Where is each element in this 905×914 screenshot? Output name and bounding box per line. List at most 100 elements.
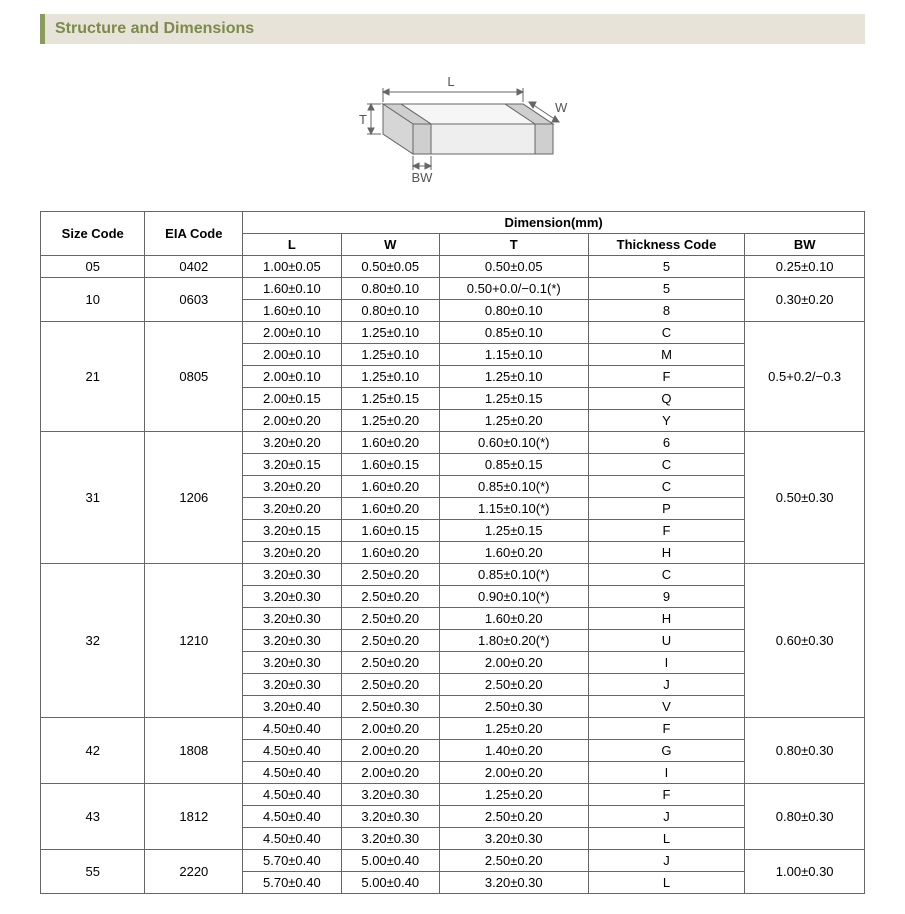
cell-T: 3.20±0.30	[439, 872, 588, 894]
cell-L: 2.00±0.10	[243, 322, 341, 344]
cell-L: 3.20±0.20	[243, 498, 341, 520]
cell-BW: 0.5+0.2/−0.3	[745, 322, 865, 432]
cell-L: 4.50±0.40	[243, 718, 341, 740]
cell-eia-code: 1812	[145, 784, 243, 850]
table-row: 0504021.00±0.050.50±0.050.50±0.0550.25±0…	[41, 256, 865, 278]
cell-T: 0.80±0.10	[439, 300, 588, 322]
cell-eia-code: 0805	[145, 322, 243, 432]
cell-TC: C	[588, 564, 745, 586]
cell-TC: J	[588, 806, 745, 828]
table-row: 2108052.00±0.101.25±0.100.85±0.10C0.5+0.…	[41, 322, 865, 344]
cell-eia-code: 0402	[145, 256, 243, 278]
cell-size-code: 10	[41, 278, 145, 322]
cell-TC: F	[588, 366, 745, 388]
cell-W: 2.50±0.20	[341, 564, 439, 586]
cell-T: 1.25±0.20	[439, 410, 588, 432]
dim-label-W: W	[555, 100, 568, 115]
cell-W: 2.00±0.20	[341, 740, 439, 762]
cell-W: 3.20±0.30	[341, 784, 439, 806]
cell-TC: F	[588, 718, 745, 740]
cell-TC: J	[588, 674, 745, 696]
cell-TC: M	[588, 344, 745, 366]
table-header-row-1: Size Code EIA Code Dimension(mm)	[41, 212, 865, 234]
cell-size-code: 42	[41, 718, 145, 784]
cell-TC: P	[588, 498, 745, 520]
cell-L: 3.20±0.15	[243, 520, 341, 542]
cell-T: 0.60±0.10(*)	[439, 432, 588, 454]
cell-W: 2.50±0.30	[341, 696, 439, 718]
cell-L: 4.50±0.40	[243, 740, 341, 762]
cell-W: 1.25±0.15	[341, 388, 439, 410]
cell-W: 1.25±0.10	[341, 322, 439, 344]
cell-TC: V	[588, 696, 745, 718]
cell-TC: Y	[588, 410, 745, 432]
cell-TC: C	[588, 322, 745, 344]
col-dimension-group: Dimension(mm)	[243, 212, 865, 234]
cell-T: 0.85±0.15	[439, 454, 588, 476]
cell-W: 2.50±0.20	[341, 586, 439, 608]
cell-W: 1.60±0.20	[341, 498, 439, 520]
cell-W: 1.60±0.15	[341, 454, 439, 476]
cell-eia-code: 2220	[145, 850, 243, 894]
cell-TC: 8	[588, 300, 745, 322]
cell-size-code: 05	[41, 256, 145, 278]
cell-T: 1.15±0.10(*)	[439, 498, 588, 520]
cell-W: 2.00±0.20	[341, 718, 439, 740]
cell-L: 2.00±0.20	[243, 410, 341, 432]
cell-L: 3.20±0.30	[243, 564, 341, 586]
cell-T: 1.15±0.10	[439, 344, 588, 366]
cell-W: 0.80±0.10	[341, 300, 439, 322]
cell-W: 1.25±0.10	[341, 344, 439, 366]
cell-TC: Q	[588, 388, 745, 410]
cell-size-code: 55	[41, 850, 145, 894]
cell-T: 0.50±0.05	[439, 256, 588, 278]
dim-label-L: L	[447, 74, 454, 89]
cell-eia-code: 1210	[145, 564, 243, 718]
cell-TC: H	[588, 542, 745, 564]
cell-L: 3.20±0.30	[243, 652, 341, 674]
col-eia-code: EIA Code	[145, 212, 243, 256]
cell-L: 4.50±0.40	[243, 806, 341, 828]
cell-W: 1.60±0.15	[341, 520, 439, 542]
dim-label-T: T	[359, 112, 367, 127]
table-row: 4218084.50±0.402.00±0.201.25±0.20F0.80±0…	[41, 718, 865, 740]
cell-T: 1.80±0.20(*)	[439, 630, 588, 652]
cell-T: 0.85±0.10(*)	[439, 564, 588, 586]
cell-T: 1.25±0.15	[439, 520, 588, 542]
cell-L: 3.20±0.20	[243, 542, 341, 564]
cell-T: 2.50±0.30	[439, 696, 588, 718]
cell-TC: L	[588, 872, 745, 894]
cell-L: 3.20±0.30	[243, 674, 341, 696]
table-row: 3212103.20±0.302.50±0.200.85±0.10(*)C0.6…	[41, 564, 865, 586]
cell-W: 5.00±0.40	[341, 850, 439, 872]
cell-eia-code: 0603	[145, 278, 243, 322]
cell-BW: 0.80±0.30	[745, 718, 865, 784]
cell-TC: F	[588, 784, 745, 806]
cell-W: 1.60±0.20	[341, 542, 439, 564]
cell-T: 2.50±0.20	[439, 850, 588, 872]
cell-L: 3.20±0.20	[243, 432, 341, 454]
cell-L: 4.50±0.40	[243, 784, 341, 806]
cell-T: 2.00±0.20	[439, 652, 588, 674]
cell-L: 3.20±0.20	[243, 476, 341, 498]
cell-W: 2.50±0.20	[341, 608, 439, 630]
dimensions-table: Size Code EIA Code Dimension(mm) L W T T…	[40, 211, 865, 894]
cell-W: 1.25±0.20	[341, 410, 439, 432]
cell-L: 5.70±0.40	[243, 872, 341, 894]
cell-L: 3.20±0.30	[243, 608, 341, 630]
cell-W: 1.25±0.10	[341, 366, 439, 388]
col-TC: Thickness Code	[588, 234, 745, 256]
cell-L: 3.20±0.40	[243, 696, 341, 718]
cell-TC: I	[588, 762, 745, 784]
cell-TC: U	[588, 630, 745, 652]
cell-TC: L	[588, 828, 745, 850]
section-title: Structure and Dimensions	[55, 20, 254, 37]
cell-TC: C	[588, 454, 745, 476]
cell-W: 3.20±0.30	[341, 828, 439, 850]
cell-W: 3.20±0.30	[341, 806, 439, 828]
cell-TC: G	[588, 740, 745, 762]
cell-eia-code: 1206	[145, 432, 243, 564]
cell-BW: 0.50±0.30	[745, 432, 865, 564]
dim-label-BW: BW	[411, 170, 433, 185]
cell-BW: 1.00±0.30	[745, 850, 865, 894]
